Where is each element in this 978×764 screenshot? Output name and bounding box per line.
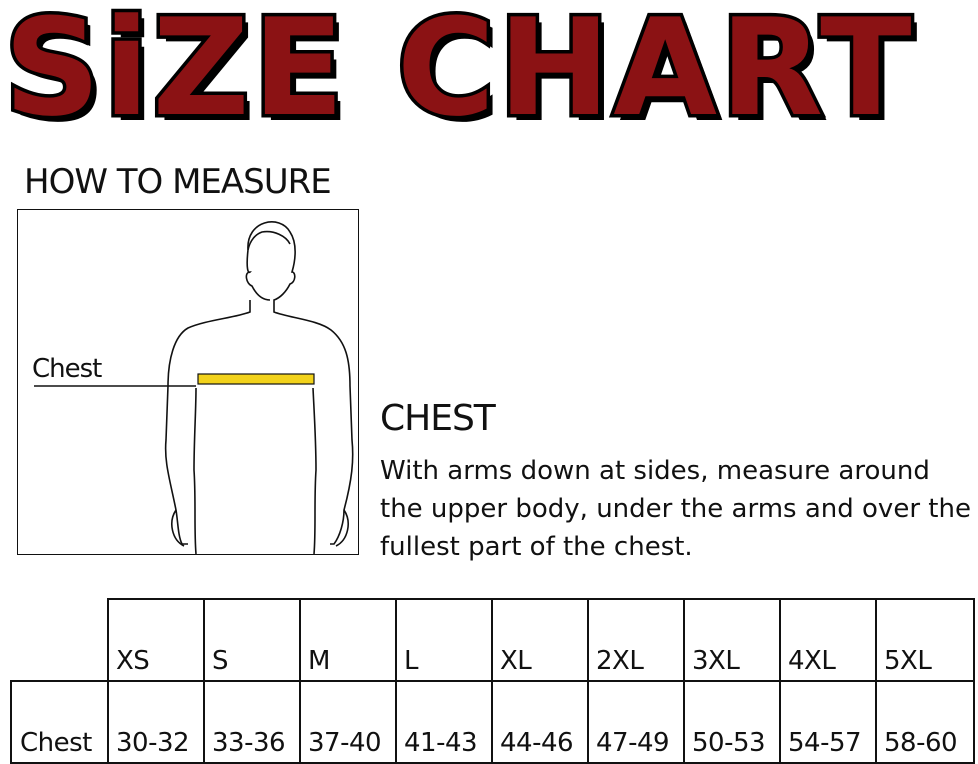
measurement-cell: 33-36 xyxy=(203,680,301,764)
size-header-cell: M xyxy=(299,598,397,682)
size-header-cell: XL xyxy=(491,598,589,682)
size-header-cell: S xyxy=(203,598,301,682)
empty-cell xyxy=(11,599,108,681)
size-header-cell: 4XL xyxy=(779,598,877,682)
size-header-cell: XS xyxy=(107,598,205,682)
measurement-cell: 58-60 xyxy=(875,680,975,764)
chest-heading: CHEST xyxy=(380,398,496,439)
measurement-cell: 50-53 xyxy=(683,680,781,764)
size-header-cell: L xyxy=(395,598,493,682)
size-header-cell: 3XL xyxy=(683,598,781,682)
size-header-cell: 5XL xyxy=(875,598,975,682)
size-table: XS S M L XL 2XL 3XL 4XL 5XL Chest 30-32 … xyxy=(10,598,975,764)
measurement-cell: 37-40 xyxy=(299,680,397,764)
measurement-cell: 44-46 xyxy=(491,680,589,764)
chest-row: Chest 30-32 33-36 37-40 41-43 44-46 47-4… xyxy=(10,680,975,764)
body-outline-icon xyxy=(34,221,354,555)
measurement-cell: 41-43 xyxy=(395,680,493,764)
measurement-cell: 47-49 xyxy=(587,680,685,764)
size-chart-title: SiZE CHART xyxy=(1,0,916,150)
size-header-row: XS S M L XL 2XL 3XL 4XL 5XL xyxy=(11,598,975,682)
chest-figure-label: Chest xyxy=(32,354,102,384)
how-to-measure-heading: HOW TO MEASURE xyxy=(24,162,332,202)
size-header-cell: 2XL xyxy=(587,598,685,682)
measurement-cell: 30-32 xyxy=(107,680,205,764)
measurement-cell: 54-57 xyxy=(779,680,877,764)
measurement-figure: Chest xyxy=(17,209,359,555)
chest-description: With arms down at sides, measure around … xyxy=(380,456,971,562)
row-label: Chest xyxy=(10,680,109,764)
